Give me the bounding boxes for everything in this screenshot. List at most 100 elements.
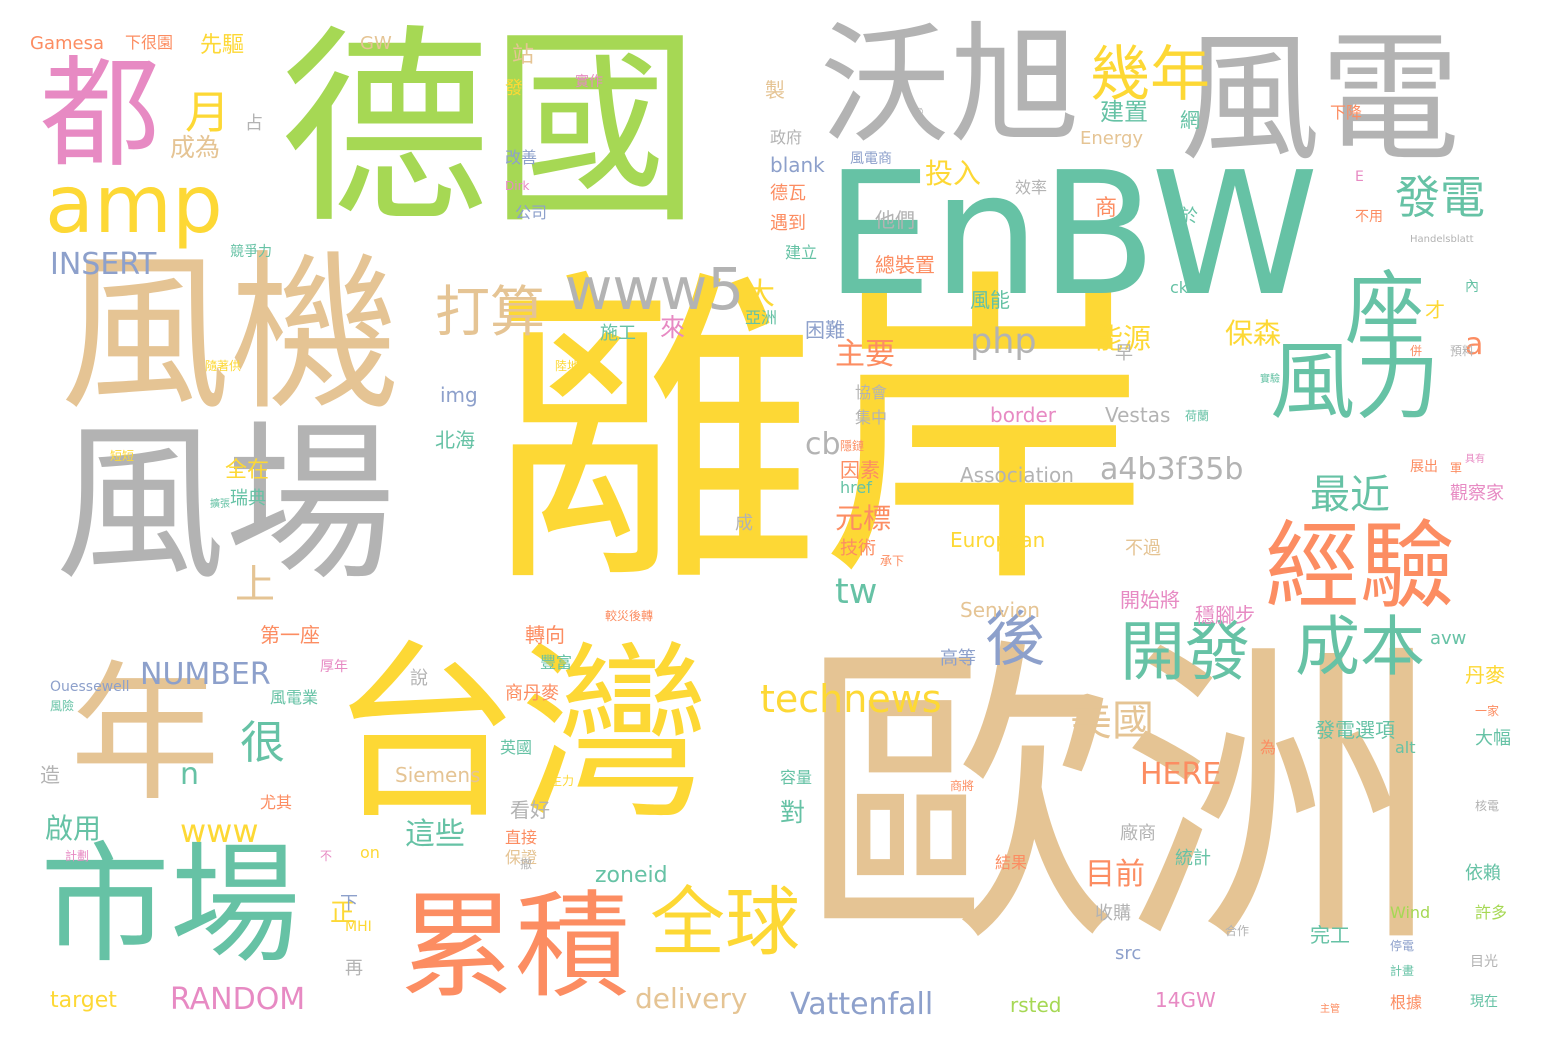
cloud-word: 於 [1180, 206, 1198, 227]
cloud-word: php [970, 322, 1037, 362]
cloud-word: Association [960, 463, 1074, 487]
cloud-word: NUMBER [140, 657, 271, 692]
cloud-word: a4b3f35b [1100, 452, 1244, 487]
cloud-word: 月 [185, 86, 231, 139]
cloud-word: 對 [780, 798, 806, 827]
cloud-word: www5 [565, 255, 745, 323]
cloud-word: 啟用 [45, 812, 102, 845]
cloud-word: 風場 [55, 406, 396, 604]
cloud-word: 大幅 [1475, 728, 1511, 749]
cloud-word: 政府 [770, 128, 803, 147]
cloud-word: 技術 [840, 538, 876, 559]
cloud-word: cb [805, 427, 841, 462]
cloud-word: rsted [1010, 993, 1062, 1017]
cloud-word: 站 [512, 43, 535, 68]
cloud-word: target [50, 988, 117, 1013]
cloud-word: 德國 [280, 7, 701, 252]
cloud-word: 看好 [510, 798, 550, 822]
cloud-word: 收購 [1095, 903, 1131, 924]
cloud-word: Senvion [960, 598, 1040, 622]
cloud-word: n [180, 757, 200, 792]
cloud-word: RANDOM [170, 982, 306, 1017]
cloud-word: 較災後轉 [605, 609, 654, 623]
cloud-word: 施工 [600, 323, 636, 344]
cloud-word: 統計 [1175, 848, 1211, 869]
cloud-word: 打算 [435, 280, 546, 344]
cloud-word: 停電 [1390, 939, 1415, 953]
cloud-word: 轉向 [525, 623, 565, 647]
cloud-word: 實驗 [1260, 374, 1280, 385]
cloud-word: 早 [1115, 343, 1133, 364]
cloud-word: 公司 [515, 203, 548, 222]
cloud-word: 累積 [400, 880, 631, 1014]
cloud-word: EnBW [825, 136, 1319, 334]
cloud-word: 離岸 [490, 243, 1150, 627]
cloud-word: 發電選項 [1315, 718, 1395, 742]
cloud-word: 荷蘭 [1185, 409, 1210, 423]
cloud-word: 隱鏈 [840, 439, 865, 453]
cloud-word: 成為 [170, 133, 221, 162]
cloud-word: 風電商 [850, 151, 892, 167]
cloud-word: 他們 [875, 208, 915, 232]
cloud-word: 效率 [1015, 178, 1048, 197]
cloud-word: 現在 [1470, 994, 1498, 1010]
cloud-word: 陸地 [555, 359, 580, 373]
cloud-word: 一家 [1475, 704, 1500, 718]
cloud-word: 年 [70, 648, 221, 822]
cloud-word: 不用 [1355, 209, 1383, 225]
cloud-word: 德瓦 [770, 183, 806, 204]
cloud-word: avw [1430, 628, 1467, 649]
cloud-word: 軍 [1450, 461, 1463, 475]
cloud-word: 很 [240, 716, 286, 769]
cloud-word: Energy [1080, 128, 1144, 149]
cloud-word: 保森 [1225, 317, 1282, 350]
cloud-word: 短短 [110, 449, 135, 463]
cloud-word: 完工 [1310, 923, 1350, 947]
cloud-word: ∅ [915, 107, 924, 118]
cloud-word: 結果 [995, 853, 1028, 872]
cloud-word: 再 [345, 958, 363, 979]
cloud-word: 座 [1345, 263, 1425, 356]
cloud-word: E [1355, 169, 1364, 185]
cloud-word: 觀察家 [1450, 483, 1504, 504]
cloud-word: 尤其 [260, 793, 293, 812]
cloud-word: 商丹麥 [505, 683, 559, 704]
cloud-word: 下很園 [125, 33, 174, 52]
cloud-word: 成 [735, 513, 753, 534]
cloud-word: 風能 [970, 288, 1010, 312]
cloud-word: blank [770, 153, 825, 177]
cloud-word: 風機 [60, 236, 401, 434]
cloud-word: 瑞典 [230, 488, 266, 509]
cloud-word: 擴張 [210, 499, 230, 510]
cloud-word: 困難 [805, 318, 845, 342]
cloud-word: 內 [1465, 279, 1479, 295]
cloud-word: 建立 [785, 243, 818, 262]
cloud-word: Wind [1390, 903, 1431, 922]
cloud-word: 風電 [1180, 18, 1461, 181]
cloud-word: 美國 [1070, 696, 1155, 745]
cloud-word: 發電 [1395, 171, 1486, 224]
cloud-word: on [360, 843, 380, 862]
cloud-word: 14GW [1155, 988, 1216, 1012]
cloud-word: 合作 [1225, 924, 1250, 938]
cloud-word: 成本 [1295, 610, 1426, 685]
cloud-word: 全球 [650, 878, 801, 966]
cloud-word: 台灣 [330, 624, 711, 845]
cloud-word: 預料 [1450, 344, 1475, 358]
cloud-word: 網 [1180, 108, 1200, 132]
cloud-word: 厚年 [320, 659, 348, 675]
cloud-word: 投入 [925, 157, 982, 190]
cloud-word: 上 [235, 562, 275, 608]
cloud-word: 計劃 [65, 849, 90, 863]
cloud-word: delivery [635, 982, 748, 1015]
cloud-word: 計畫 [1390, 964, 1415, 978]
cloud-word: 大 [745, 277, 775, 312]
cloud-word: 說 [410, 668, 428, 689]
cloud-word: 實作 [575, 74, 603, 90]
cloud-word: 來 [660, 313, 686, 342]
cloud-word: 亞洲 [745, 308, 778, 327]
cloud-word: img [440, 383, 478, 407]
cloud-word: 後 [985, 605, 1045, 675]
cloud-word: 元標 [835, 502, 892, 535]
cloud-word: Vestas [1105, 403, 1171, 427]
